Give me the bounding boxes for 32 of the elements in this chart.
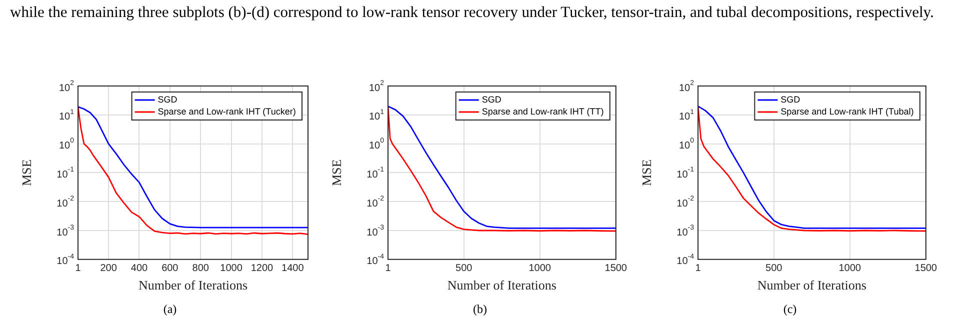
- text: while the remaining three subplots (b)-(d) correspond to low-rank tensor recovery under Tucker, tensor-train, and tubal decompositions, respectively.: [10, 3, 935, 23]
- x-tick-label: 1: [385, 263, 392, 274]
- x-tick-label: 1: [695, 263, 702, 274]
- x-tick-label: 500: [456, 263, 473, 274]
- y-axis-title: MSE: [19, 159, 34, 186]
- x-tick-label: 400: [130, 263, 148, 274]
- legend-label: Sparse and Low-rank IHT (Tucker): [158, 106, 296, 116]
- x-tick-label: 500: [766, 263, 783, 274]
- legend-label: Sparse and Low-rank IHT (Tubal): [780, 106, 914, 116]
- x-axis-title: Number of Iterations: [138, 278, 248, 293]
- legend-label: Sparse and Low-rank IHT (TT): [482, 106, 604, 116]
- legend-label: SGD: [158, 94, 178, 104]
- x-tick-label: 1500: [604, 263, 628, 274]
- x-tick-label: 1200: [250, 263, 274, 274]
- legend-label: SGD: [482, 94, 502, 104]
- x-axis-title: Number of Iterations: [757, 278, 866, 293]
- text: (c): [782, 302, 798, 317]
- x-tick-label: 1500: [914, 263, 938, 274]
- x-tick-label: 1000: [220, 263, 243, 274]
- x-axis-title: Number of Iterations: [447, 278, 556, 293]
- text: (a): [162, 302, 178, 317]
- x-tick-label: 1: [75, 263, 82, 274]
- x-tick-label: 200: [100, 263, 118, 274]
- x-tick-label: 1000: [838, 263, 862, 274]
- y-axis-title: MSE: [639, 159, 654, 186]
- x-tick-label: 1400: [282, 263, 304, 274]
- text: (b): [472, 302, 488, 317]
- x-tick-label: 600: [162, 263, 179, 274]
- y-axis-title: MSE: [329, 159, 344, 186]
- legend-label: SGD: [780, 94, 801, 104]
- x-tick-label: 1000: [528, 263, 552, 274]
- x-tick-label: 800: [192, 263, 210, 274]
